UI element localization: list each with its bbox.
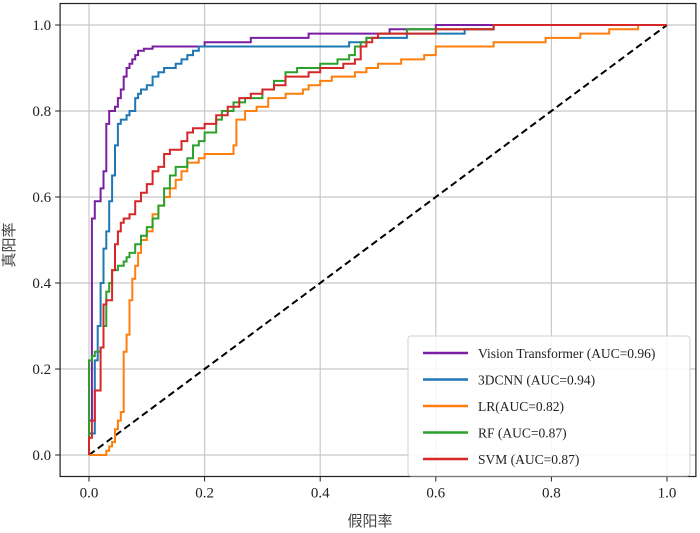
y-tick-label: 0.0 [32, 448, 51, 464]
y-tick-label: 0.6 [32, 190, 51, 206]
chance-diagonal-line [88, 24, 668, 456]
x-tick-label: 0.0 [80, 486, 99, 502]
x-tick-label: 1.0 [658, 486, 677, 502]
roc-curve-3 [89, 24, 667, 456]
roc-curve-1 [88, 24, 667, 455]
legend-entry-label: LR(AUC=0.82) [478, 399, 564, 414]
x-axis-label: 假阳率 [347, 512, 392, 530]
x-tick-label: 0.8 [542, 486, 561, 502]
legend: Vision Transformer (AUC=0.96) 3DCNN (AUC=… [407, 335, 691, 477]
y-tick-label: 1.0 [32, 18, 51, 34]
y-axis-ticks: 0.0 0.2 0.4 0.6 0.8 1.0 [32, 18, 61, 464]
x-tick-label: 0.6 [426, 486, 445, 502]
legend-box [407, 335, 691, 477]
x-tick-label: 0.2 [195, 486, 214, 502]
legend-entry-label: SVM (AUC=0.87) [478, 452, 579, 467]
y-tick-label: 0.2 [32, 362, 51, 378]
y-tick-label: 0.8 [32, 104, 51, 120]
roc-curve-5 [88, 24, 667, 455]
y-axis-label: 真阳率 [0, 222, 18, 267]
roc-curves [88, 24, 667, 456]
plot-frame [59, 2, 697, 478]
legend-entry-label: 3DCNN (AUC=0.94) [478, 373, 595, 388]
legend-entry-label: Vision Transformer (AUC=0.96) [478, 346, 655, 361]
roc-curve-2 [88, 24, 667, 455]
reference-line-group [88, 24, 668, 456]
x-tick-label: 0.4 [311, 486, 330, 502]
legend-entry-label: RF (AUC=0.87) [478, 426, 567, 441]
y-tick-label: 0.4 [32, 276, 51, 292]
x-axis-ticks: 0.0 0.2 0.4 0.6 0.8 1.0 [80, 476, 677, 502]
